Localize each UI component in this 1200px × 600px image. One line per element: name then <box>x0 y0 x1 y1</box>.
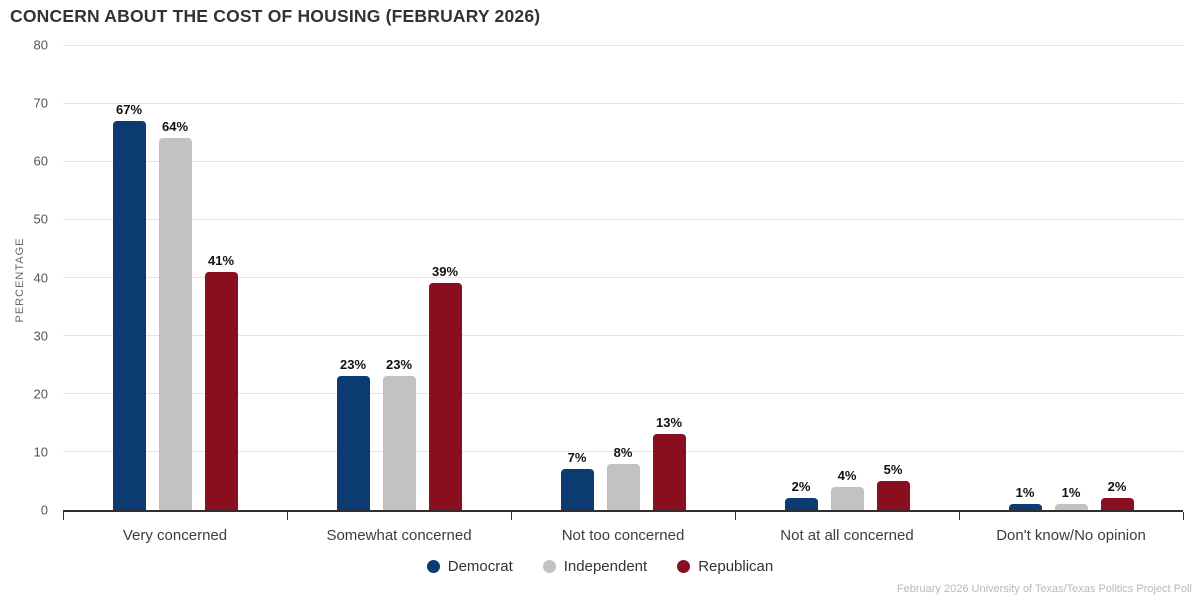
y-tick-label: 20 <box>33 386 48 402</box>
bar-column: 39% <box>428 264 462 510</box>
bar-independent <box>158 138 192 510</box>
bar-column: 64% <box>158 119 192 510</box>
legend-swatch-icon <box>426 560 440 573</box>
plot-area: 67% 64% 41% Very concerned 23% 23% 39% Somewhat… <box>63 44 1184 544</box>
bar-column: 1% <box>1054 485 1088 510</box>
y-tick-label: 30 <box>33 328 48 344</box>
legend-label: Republican <box>698 558 774 575</box>
legend-item-republican: Republican <box>677 558 773 575</box>
bar-group: 2% 4% 5% <box>735 45 959 510</box>
bar-value-label: 39% <box>431 264 459 280</box>
bar-column: 5% <box>876 461 910 510</box>
y-tick-label: 80 <box>33 37 48 53</box>
bar-value-label: 67% <box>115 101 143 117</box>
y-tick-label: 40 <box>33 270 48 285</box>
bar-republican <box>428 283 462 510</box>
bar-value-label: 1% <box>1061 485 1081 501</box>
bar-column: 2% <box>784 479 818 510</box>
bar-value-label: 8% <box>613 444 633 460</box>
bar-republican <box>204 271 238 510</box>
legend-swatch-icon <box>542 560 556 573</box>
bar-column: 41% <box>204 252 238 510</box>
bar-independent <box>1054 504 1088 510</box>
bar-value-label: 4% <box>837 467 857 483</box>
x-axis-tick <box>959 512 960 520</box>
bar-independent <box>830 486 864 510</box>
bar-democrat <box>112 120 146 510</box>
bar-column: 23% <box>382 357 416 510</box>
category-label: Not too concerned <box>561 527 685 544</box>
x-axis-tick <box>1183 512 1184 520</box>
bar-value-label: 5% <box>883 461 903 477</box>
bar-value-label: 7% <box>567 450 587 466</box>
bar-value-label: 41% <box>207 252 235 268</box>
y-tick-label: 70 <box>33 95 48 111</box>
bar-column: 1% <box>1008 485 1042 510</box>
bar-republican <box>876 480 910 510</box>
bar-value-label: 1% <box>1015 485 1035 501</box>
legend-label: Democrat <box>447 558 513 575</box>
y-tick-label: 50 <box>33 211 48 227</box>
bar-column: 67% <box>112 101 146 510</box>
x-axis-tick <box>287 512 288 520</box>
category-label: Not at all concerned <box>780 527 914 544</box>
chart-title: CONCERN ABOUT THE COST OF HOUSING (FEBRU… <box>10 6 541 26</box>
gridline <box>63 44 1183 46</box>
bar-column: 7% <box>560 450 594 510</box>
category-label: Somewhat concerned <box>326 527 472 544</box>
gridline <box>63 218 1183 220</box>
bar-democrat <box>560 469 594 510</box>
gridline <box>63 160 1183 162</box>
bar-democrat <box>336 376 370 510</box>
legend-item-democrat: Democrat <box>426 558 513 575</box>
gridline <box>63 335 1183 337</box>
bar-column: 23% <box>336 357 370 510</box>
x-axis-tick <box>511 512 512 520</box>
bar-value-label: 2% <box>791 479 811 495</box>
legend-item-independent: Independent <box>542 558 648 575</box>
gridline <box>63 102 1183 104</box>
bar-column: 4% <box>830 467 864 510</box>
category-label: Don't know/No opinion <box>996 527 1146 544</box>
gridline <box>63 277 1183 278</box>
legend: Democrat Independent Republican <box>0 558 1200 575</box>
bar-democrat <box>784 498 818 510</box>
y-tick-label: 60 <box>33 153 48 169</box>
bar-group: 1% 1% 2% <box>959 45 1183 510</box>
legend-label: Independent <box>563 558 648 575</box>
y-tick-label: 10 <box>33 444 48 460</box>
bar-value-label: 64% <box>161 119 189 134</box>
bar-democrat <box>1008 504 1042 510</box>
bar-value-label: 13% <box>655 415 683 431</box>
x-axis-line <box>63 510 1183 512</box>
y-tick-label: 0 <box>40 502 48 518</box>
bar-value-label: 23% <box>385 357 413 373</box>
bar-republican <box>1100 498 1134 510</box>
x-axis-tick <box>63 512 64 520</box>
bar-column: 8% <box>606 444 640 510</box>
gridline <box>63 393 1183 395</box>
gridline <box>63 451 1183 453</box>
source-attribution: February 2026 University of Texas/Texas … <box>896 583 1192 595</box>
bar-value-label: 23% <box>339 357 367 373</box>
bar-column: 13% <box>652 415 686 510</box>
bar-independent <box>606 463 640 510</box>
bar-independent <box>382 376 416 510</box>
bar-republican <box>652 434 686 510</box>
bar-column: 2% <box>1100 479 1134 510</box>
category-label: Very concerned <box>122 527 228 544</box>
bar-group: 67% 64% 41% <box>63 45 287 510</box>
legend-swatch-icon <box>677 560 691 573</box>
x-axis-tick <box>735 512 736 520</box>
bar-value-label: 2% <box>1107 479 1127 495</box>
bar-group: 23% 23% 39% <box>287 45 511 510</box>
bar-group: 7% 8% 13% <box>511 45 735 510</box>
